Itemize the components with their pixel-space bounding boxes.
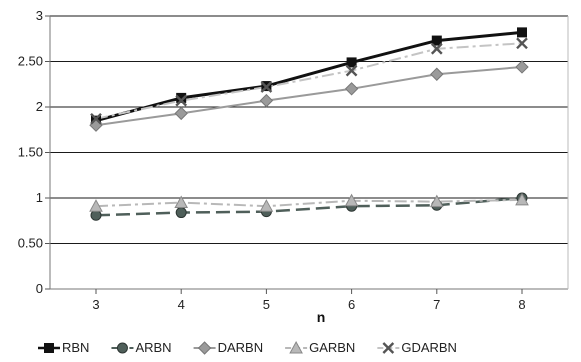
- data-point-darbn: [515, 60, 529, 74]
- data-point-gdarbn: [175, 94, 188, 107]
- x-tick-label: 4: [178, 297, 185, 312]
- y-tick-label: 2.50: [18, 54, 43, 69]
- data-point-gdarbn: [90, 112, 102, 125]
- y-tick-label: 3: [36, 8, 43, 23]
- legend: RBN ARBN DARBN GARBN GDARBN: [38, 340, 457, 355]
- legend-swatch-marker: [382, 342, 395, 354]
- y-tick-label: 0.50: [18, 236, 43, 251]
- axes: [45, 15, 569, 294]
- data-point-garbn: [344, 193, 359, 207]
- series-line-arbn: [95, 196, 523, 217]
- data-point-garbn: [89, 199, 103, 212]
- x-tick-label: 5: [263, 297, 270, 312]
- legend-item-gdarbn: GDARBN: [377, 340, 457, 355]
- legend-item-rbn: RBN: [38, 340, 89, 355]
- data-point-gdarbn: [260, 81, 273, 93]
- x-tick-label: 8: [518, 297, 525, 312]
- legend-item-arbn: ARBN: [111, 340, 172, 355]
- x-tick-label: 6: [348, 297, 355, 312]
- data-point-garbn: [429, 194, 444, 208]
- legend-swatch-marker: [116, 342, 128, 354]
- series-lines: [95, 30, 523, 217]
- legend-label: ARBN: [135, 340, 171, 355]
- series-markers: [89, 27, 529, 221]
- data-point-gdarbn: [516, 37, 528, 50]
- data-point-arbn: [175, 207, 187, 219]
- data-point-rbn: [431, 35, 442, 46]
- data-point-garbn: [259, 199, 274, 212]
- legend-label: GDARBN: [401, 340, 457, 355]
- y-tick-label: 2: [36, 99, 43, 114]
- data-point-darbn: [430, 67, 444, 81]
- x-tick-labels: 3 4 5 6 7 8: [92, 297, 525, 312]
- x-tick-label: 7: [433, 297, 440, 312]
- series-line-darbn: [95, 65, 523, 127]
- data-point-darbn: [259, 93, 274, 108]
- data-point-rbn: [517, 27, 527, 38]
- series-line-garbn: [95, 198, 523, 208]
- data-point-darbn: [344, 82, 359, 96]
- data-point-rbn: [176, 92, 187, 103]
- data-point-garbn: [174, 195, 189, 209]
- series-line-rbn: [95, 30, 523, 123]
- x-axis-title: n: [317, 309, 326, 325]
- data-point-arbn: [90, 209, 102, 221]
- data-point-garbn: [515, 192, 529, 206]
- legend-label: GARBN: [309, 340, 355, 355]
- series-line-gdarbn: [95, 42, 523, 120]
- data-point-gdarbn: [345, 64, 358, 77]
- legend-swatch-marker: [289, 340, 303, 354]
- y-tick-label: 1.50: [18, 145, 43, 160]
- gridlines: [50, 15, 568, 244]
- legend-label: DARBN: [218, 340, 264, 355]
- legend-swatch-marker: [44, 343, 54, 353]
- data-point-gdarbn: [430, 42, 443, 55]
- y-tick-label: 1: [36, 190, 43, 205]
- y-tick-labels: 0 0.50 1 1.50 2 2.50 3: [18, 8, 43, 296]
- y-tick-label: 0: [36, 281, 43, 296]
- x-tick-label: 3: [92, 297, 99, 312]
- legend-item-garbn: GARBN: [285, 340, 355, 355]
- data-point-rbn: [346, 57, 357, 68]
- legend-label: RBN: [62, 340, 89, 355]
- legend-item-darbn: DARBN: [193, 340, 264, 355]
- legend-swatch-marker: [197, 341, 212, 355]
- data-point-darbn: [174, 106, 188, 121]
